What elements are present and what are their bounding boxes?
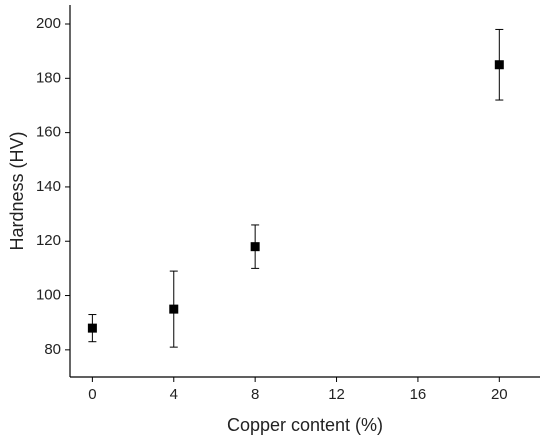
y-tick-label: 200 [36, 15, 61, 32]
y-tick-label: 100 [36, 287, 61, 304]
y-tick-label: 80 [44, 341, 61, 358]
y-tick-label: 140 [36, 178, 61, 195]
x-tick-label: 4 [170, 386, 178, 403]
x-tick-label: 12 [328, 386, 345, 403]
point [250, 242, 260, 252]
y-tick-label: 160 [36, 124, 61, 141]
x-axis-label: Copper content (%) [227, 415, 383, 435]
point [494, 60, 504, 70]
x-tick-label: 16 [410, 386, 427, 403]
point [169, 304, 179, 314]
point [87, 323, 97, 333]
x-tick-label: 20 [491, 386, 508, 403]
y-tick-label: 180 [36, 69, 61, 86]
y-tick-label: 120 [36, 232, 61, 249]
y-axis-label: Hardness (HV) [7, 131, 27, 250]
x-tick-label: 0 [88, 386, 96, 403]
x-tick-label: 8 [251, 386, 259, 403]
